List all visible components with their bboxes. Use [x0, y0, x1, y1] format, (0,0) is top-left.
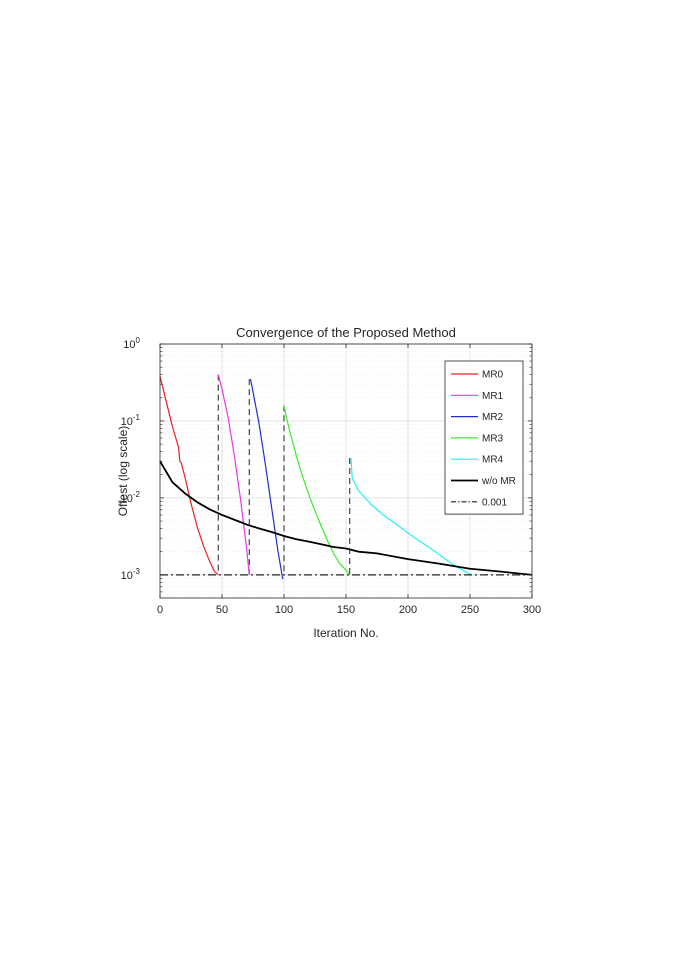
legend-label: 0.001: [482, 497, 507, 508]
x-tick-label: 100: [275, 604, 293, 616]
axes: 0 50 100 150 200 250 300 100 10-1 10-2 10-3: [121, 336, 542, 616]
x-tick-label: 0: [157, 604, 163, 616]
legend-label: MR0: [482, 370, 504, 381]
legend-label: MR1: [482, 391, 504, 402]
series-line-mr0: [159, 376, 219, 576]
legend-label: MR3: [482, 433, 504, 444]
x-tick-label: 250: [461, 604, 479, 616]
series-line-mr3: [283, 405, 351, 576]
x-axis-label: Iteration No.: [313, 626, 378, 640]
x-tick-label: 300: [523, 604, 541, 616]
x-tick-label: 50: [216, 604, 228, 616]
series-line-mr2: [249, 378, 284, 580]
y-tick-label: 10-2: [121, 490, 141, 505]
x-tick-label: 200: [399, 604, 417, 616]
y-axis-label: Offest (log scale): [116, 426, 130, 516]
y-tick-label: 100: [123, 336, 140, 351]
legend-label: w/o MR: [481, 476, 516, 487]
x-tick-label: 150: [337, 604, 355, 616]
chart-title: Convergence of the Proposed Method: [236, 325, 456, 340]
series-layer: [159, 374, 533, 580]
legend: MR0 MR1 MR2 MR3 MR4 w/o MR 0.001: [444, 360, 524, 515]
y-tick-label: 10-1: [121, 413, 141, 428]
y-tick-label: 10-3: [121, 567, 141, 582]
series-line-mr1: [217, 374, 250, 575]
legend-label: MR4: [482, 455, 504, 466]
series-line-w-o-mr: [159, 460, 533, 576]
legend-label: MR2: [482, 412, 504, 423]
